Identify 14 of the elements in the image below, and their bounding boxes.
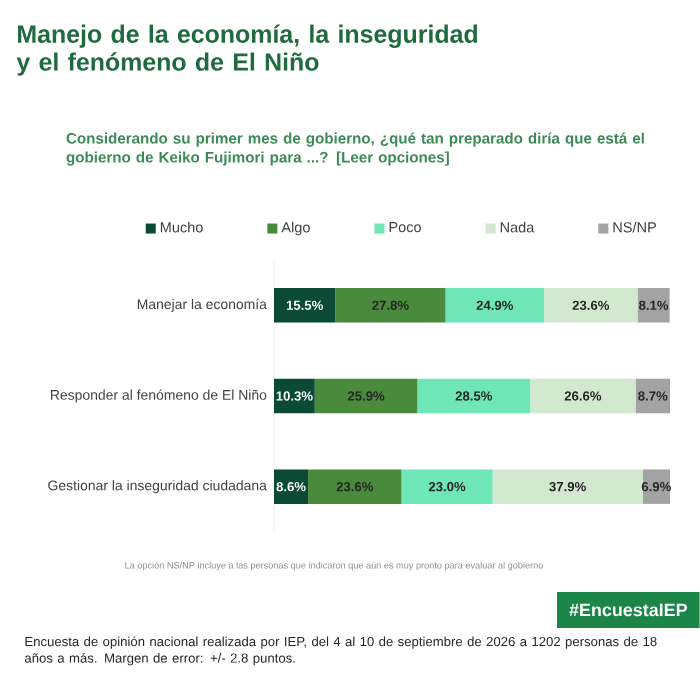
bar bbox=[401, 469, 493, 504]
bar bbox=[637, 288, 670, 323]
bar bbox=[530, 378, 636, 414]
bar bbox=[417, 378, 531, 414]
bar bbox=[445, 288, 545, 323]
bar bbox=[544, 288, 638, 323]
bar bbox=[492, 469, 643, 504]
chart-title: Manejo de la economía, la inseguridad y el fenómeno de El Niño bbox=[16, 24, 478, 76]
bar bbox=[274, 469, 309, 504]
text: #EncuestaIEP bbox=[569, 603, 687, 617]
bar bbox=[314, 378, 418, 414]
bar bbox=[335, 288, 446, 323]
bar bbox=[274, 288, 336, 323]
bar bbox=[308, 469, 402, 504]
